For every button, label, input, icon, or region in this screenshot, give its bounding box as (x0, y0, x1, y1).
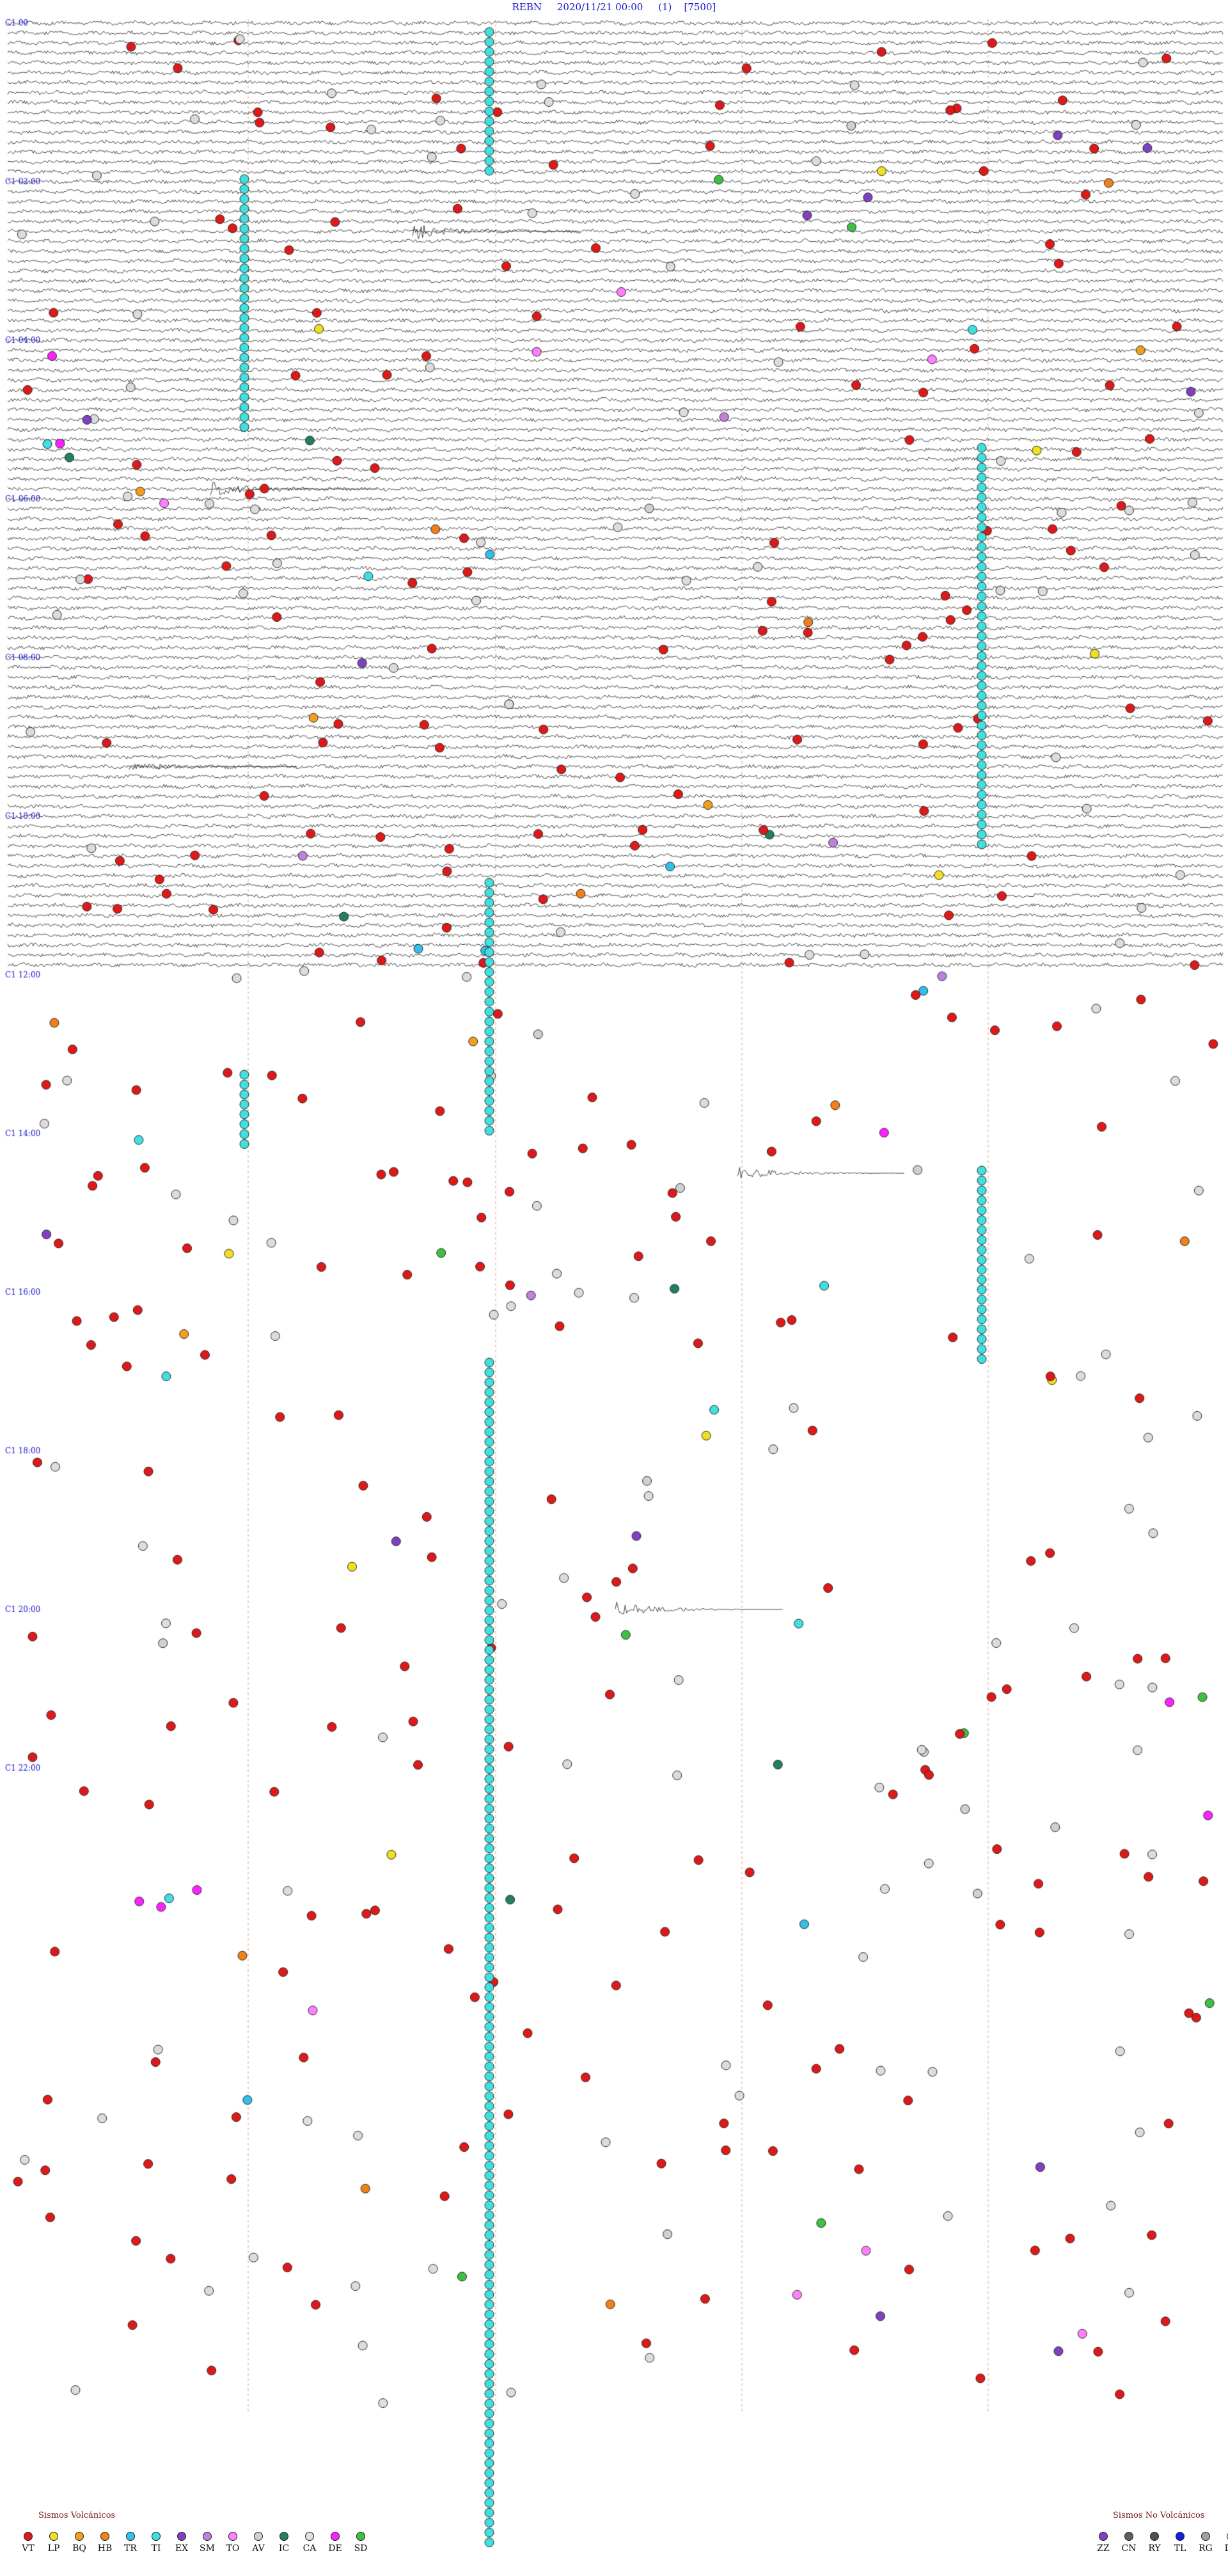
legend-label: EX (175, 2543, 189, 2554)
legend-label: DS (1225, 2543, 1228, 2554)
legend-dot (305, 2532, 314, 2541)
legend-volcanic-to: TO (220, 2532, 246, 2554)
legend-label: BQ (72, 2543, 86, 2554)
legend-dot (1124, 2532, 1133, 2541)
legend-label: TR (124, 2543, 137, 2554)
legend-dot (331, 2532, 340, 2541)
legend-label: DE (328, 2543, 342, 2554)
legend-nonvolcanic-title: Sismos No Volcánicos (1113, 2511, 1205, 2520)
legend-volcanic-av: AV (246, 2532, 271, 2554)
legend-volcanic-ex: EX (169, 2532, 194, 2554)
legend-dot (356, 2532, 365, 2541)
legend-dot (1201, 2532, 1210, 2541)
legend-volcanic: VT LP BQ HB TR TI EX SM TO AV IC CA DE SD (15, 2532, 374, 2554)
legend-label: TO (226, 2543, 240, 2554)
legend-nonvolcanic-tl: TL (1167, 2532, 1193, 2554)
legend-label: LP (47, 2543, 60, 2554)
legend-dot (100, 2532, 109, 2541)
legend-dot (279, 2532, 288, 2541)
legend-label: RG (1199, 2543, 1213, 2554)
legend-volcanic-sd: SD (348, 2532, 374, 2554)
legend-volcanic-lp: LP (41, 2532, 67, 2554)
legend-dot (152, 2532, 161, 2541)
legend-volcanic-hb: HB (92, 2532, 118, 2554)
legend-label: IC (278, 2543, 290, 2554)
legend-dot (49, 2532, 58, 2541)
legend-label: AV (252, 2543, 265, 2554)
legend-dot (203, 2532, 212, 2541)
legend-volcanic-sm: SM (194, 2532, 220, 2554)
legend-label: RY (1148, 2543, 1161, 2554)
legend-dot (1176, 2532, 1185, 2541)
legend-volcanic-de: DE (322, 2532, 348, 2554)
legend-volcanic-ti: TI (143, 2532, 169, 2554)
legend-dot (228, 2532, 237, 2541)
legend-volcanic-ic: IC (271, 2532, 297, 2554)
legend-nonvolcanic-rg: RG (1193, 2532, 1218, 2554)
legend-dot (24, 2532, 33, 2541)
legend-label: TL (1174, 2543, 1186, 2554)
legend-nonvolcanic: ZZ CN RY TL RG DS (1090, 2532, 1228, 2554)
legend-volcanic-tr: TR (118, 2532, 143, 2554)
legend-dot (1150, 2532, 1159, 2541)
legend-dot (126, 2532, 135, 2541)
legend-dot (254, 2532, 263, 2541)
legend-nonvolcanic-ry: RY (1142, 2532, 1167, 2554)
legend-volcanic-title: Sismos Volcánicos (38, 2511, 116, 2520)
legend-volcanic-vt: VT (15, 2532, 41, 2554)
legend-nonvolcanic-cn: CN (1116, 2532, 1142, 2554)
legend-label: CA (303, 2543, 317, 2554)
legend-label: SM (200, 2543, 215, 2554)
legend-nonvolcanic-zz: ZZ (1090, 2532, 1116, 2554)
legend-dot (177, 2532, 186, 2541)
legend-dot (1099, 2532, 1108, 2541)
legend-dot (75, 2532, 84, 2541)
legend-label: SD (354, 2543, 368, 2554)
legend-label: CN (1121, 2543, 1137, 2554)
legend-nonvolcanic-ds: DS (1218, 2532, 1228, 2554)
legend-label: ZZ (1097, 2543, 1110, 2554)
chart-title: REBN 2020/11/21 00:00 (1) [7500] (512, 1, 716, 13)
legend-label: TI (151, 2543, 161, 2554)
legend-volcanic-ca: CA (297, 2532, 322, 2554)
legend-label: HB (97, 2543, 113, 2554)
legend-volcanic-bq: BQ (67, 2532, 92, 2554)
legend-label: VT (22, 2543, 35, 2554)
